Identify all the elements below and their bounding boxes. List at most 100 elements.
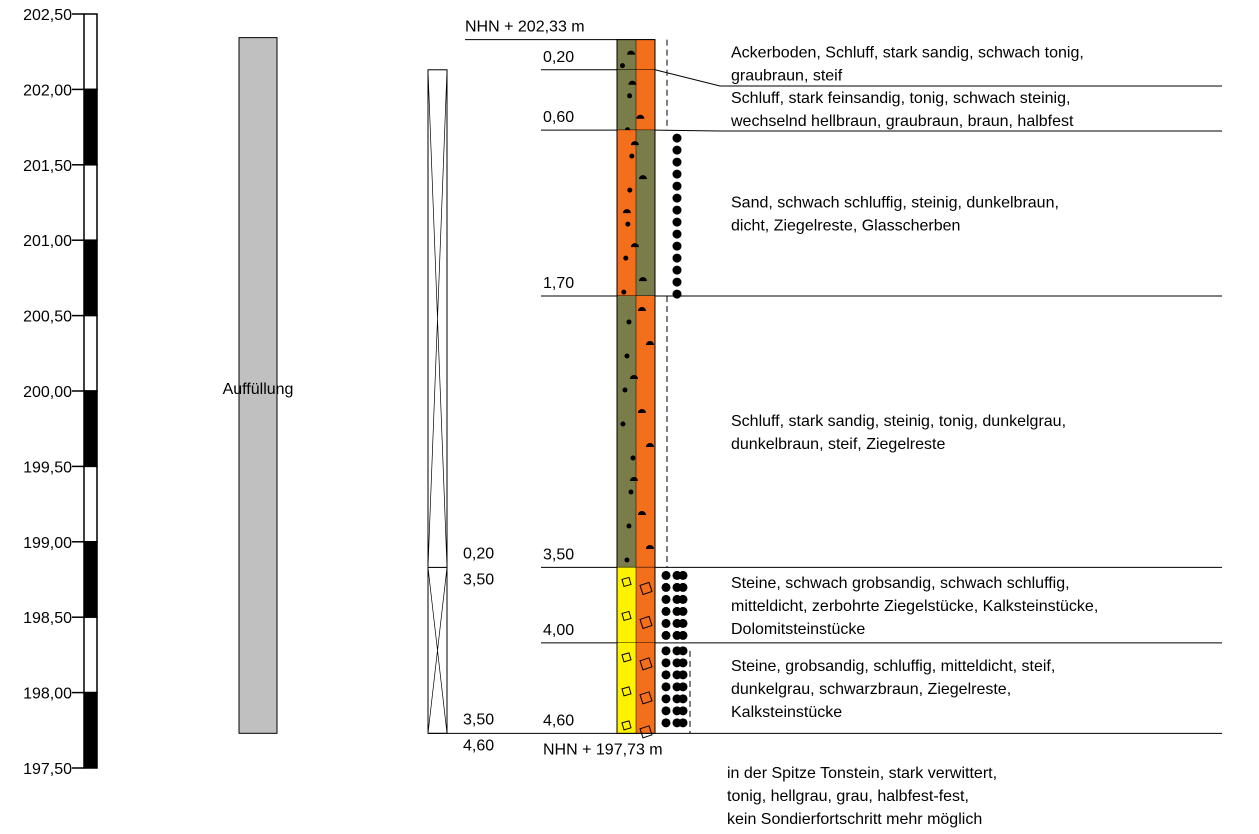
dot — [679, 646, 688, 655]
note: kein Sondierfortschritt mehr möglich — [727, 811, 982, 828]
dot — [673, 278, 682, 287]
scale-label: 202,00 — [23, 82, 72, 99]
layer-description: Dolomitsteinstücke — [731, 621, 865, 638]
dot — [673, 290, 682, 299]
dot — [662, 694, 671, 703]
symbol-dot — [626, 319, 631, 324]
scale-segment — [84, 617, 97, 692]
layer-description: graubraun, steif — [731, 67, 843, 84]
fill-label: Auffüllung — [223, 381, 294, 398]
scale-label: 197,50 — [23, 761, 72, 778]
layer-left — [617, 567, 636, 642]
scale-label: 201,50 — [23, 158, 72, 175]
sample-bottom-label: 4,60 — [463, 737, 494, 754]
depth-label: 0,60 — [543, 109, 574, 126]
symbol-dot — [625, 222, 630, 227]
dot — [673, 158, 682, 167]
dot — [679, 583, 688, 592]
top-elevation: NHN + 202,33 m — [465, 19, 585, 36]
dot — [679, 658, 688, 667]
symbol-dot — [620, 421, 625, 426]
dot — [673, 254, 682, 263]
sample-bottom-label: 3,50 — [463, 571, 494, 588]
dot — [673, 266, 682, 275]
dot — [662, 571, 671, 580]
bottom-elevation: NHN + 197,73 m — [543, 741, 663, 758]
layer-left — [617, 40, 636, 70]
note: tonig, hellgrau, grau, halbfest-fest, — [727, 788, 969, 805]
dot — [662, 583, 671, 592]
dot — [662, 595, 671, 604]
layer-description: Steine, schwach grobsandig, schwach schl… — [731, 575, 1070, 592]
dot — [679, 682, 688, 691]
scale-label: 202,50 — [23, 7, 72, 24]
dot — [673, 182, 682, 191]
scale-label: 198,00 — [23, 686, 72, 703]
dot — [679, 595, 688, 604]
scale-segment — [84, 693, 97, 768]
dot — [673, 230, 682, 239]
dot — [662, 682, 671, 691]
dot — [679, 694, 688, 703]
layer-description: Kalksteinstücke — [731, 704, 842, 721]
scale-segment — [84, 542, 97, 617]
dot — [673, 146, 682, 155]
scale-label: 200,50 — [23, 309, 72, 326]
dot — [679, 631, 688, 640]
dot — [673, 194, 682, 203]
dot — [673, 134, 682, 143]
borehole-log: 202,50202,00201,50201,00200,50200,00199,… — [0, 0, 1259, 829]
dot — [662, 670, 671, 679]
layer-left — [617, 643, 636, 733]
layer-right — [636, 70, 655, 130]
layer-description: mitteldicht, zerbohrte Ziegelstücke, Kal… — [731, 598, 1098, 615]
symbol-dot — [623, 256, 628, 261]
layer-right — [636, 40, 655, 70]
layer-description: Steine, grobsandig, schluffig, mitteldic… — [731, 658, 1055, 675]
symbol-dot — [620, 63, 625, 68]
scale-segment — [84, 14, 97, 89]
depth-label: 0,20 — [543, 49, 574, 66]
dot — [679, 718, 688, 727]
depth-label: 4,60 — [543, 712, 574, 729]
layer-description: Sand, schwach schluffig, steinig, dunkel… — [731, 195, 1059, 212]
layer-right — [636, 296, 655, 567]
layer-description: Ackerboden, Schluff, stark sandig, schwa… — [731, 44, 1084, 61]
layer-description: Schluff, stark sandig, steinig, tonig, d… — [731, 413, 1066, 430]
sample-top-label: 0,20 — [463, 545, 494, 562]
dot — [679, 670, 688, 679]
symbol-dot — [624, 353, 629, 358]
dot — [673, 218, 682, 227]
scale-label: 198,50 — [23, 610, 72, 627]
sample-top-label: 3,50 — [463, 711, 494, 728]
depth-label: 3,50 — [543, 546, 574, 563]
dot — [673, 170, 682, 179]
scale-segment — [84, 466, 97, 541]
symbol-dot — [624, 557, 629, 562]
scale-segment — [84, 391, 97, 466]
dot — [679, 619, 688, 628]
symbol-dot — [626, 523, 631, 528]
dot — [662, 646, 671, 655]
dot — [679, 571, 688, 580]
layer-left — [617, 296, 636, 567]
dot — [679, 706, 688, 715]
layer-right — [636, 567, 655, 642]
depth-label: 4,00 — [543, 622, 574, 639]
dot — [673, 242, 682, 251]
symbol-dot — [627, 188, 632, 193]
dot — [662, 607, 671, 616]
scale-label: 200,00 — [23, 384, 72, 401]
symbol-dot — [628, 489, 633, 494]
layer-description: Schluff, stark feinsandig, tonig, schwac… — [731, 90, 1070, 107]
symbol-dot — [621, 290, 626, 295]
layer-left — [617, 70, 636, 130]
dot — [662, 658, 671, 667]
scale-segment — [84, 316, 97, 391]
scale-label: 201,00 — [23, 233, 72, 250]
note: in der Spitze Tonstein, stark verwittert… — [727, 765, 997, 782]
scale-segment — [84, 165, 97, 240]
dot — [662, 706, 671, 715]
dot — [662, 631, 671, 640]
scale-segment — [84, 240, 97, 315]
